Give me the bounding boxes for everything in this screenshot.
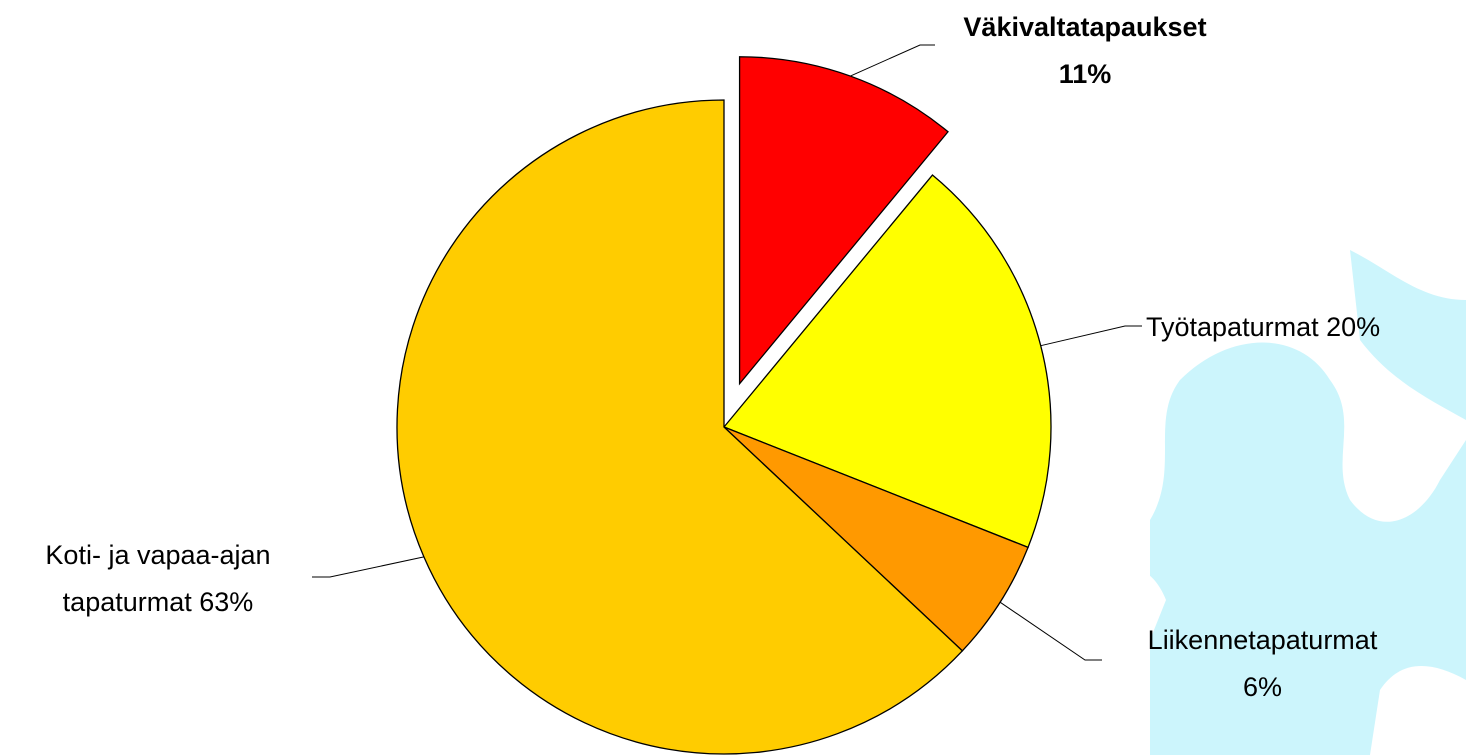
slice-value: 6% bbox=[1242, 672, 1283, 702]
leader-line bbox=[999, 601, 1102, 661]
slice-label: Työtapaturmat 20% bbox=[1146, 304, 1466, 351]
slice-category: Väkivaltatapaukset bbox=[963, 12, 1207, 42]
pie-slice bbox=[396, 99, 964, 755]
pie-slice bbox=[738, 56, 949, 386]
slice-label: Liikennetapaturmat 6% bbox=[1090, 617, 1435, 711]
slice-category: Työtapaturmat bbox=[1146, 312, 1319, 342]
slice-category: Liikennetapaturmat bbox=[1147, 625, 1378, 655]
slice-category: Koti- ja vapaa-ajan tapaturmat bbox=[45, 540, 271, 617]
slice-value: 11% bbox=[1058, 59, 1112, 89]
slice-value: 20% bbox=[1326, 312, 1381, 342]
pie-slice bbox=[723, 426, 1029, 652]
leader-line bbox=[1040, 325, 1142, 347]
slice-value: 63% bbox=[199, 587, 254, 617]
slice-label: Koti- ja vapaa-ajan tapaturmat 63% bbox=[8, 532, 308, 626]
slice-label: Väkivaltatapaukset 11% bbox=[915, 4, 1255, 98]
leader-line bbox=[312, 556, 424, 578]
leader-line bbox=[850, 44, 935, 77]
background-decoration bbox=[1109, 250, 1466, 755]
